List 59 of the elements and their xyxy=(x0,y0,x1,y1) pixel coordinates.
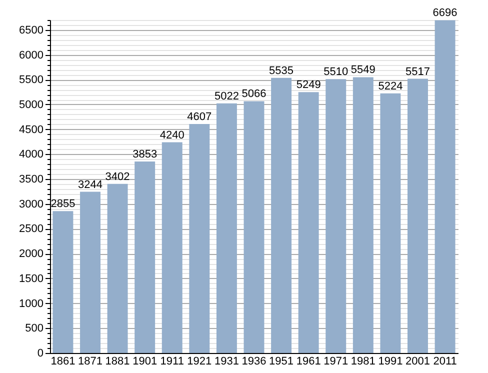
data-label: 3244 xyxy=(78,178,102,191)
x-tick-label: 2001 xyxy=(406,356,430,368)
bar xyxy=(408,78,428,353)
data-label: 5224 xyxy=(378,80,403,92)
bar xyxy=(352,77,374,353)
x-tick-label: 1951 xyxy=(269,356,294,368)
data-label: 6696 xyxy=(432,7,458,20)
x-tick-label: 1921 xyxy=(187,356,212,368)
x-tick-label: 2011 xyxy=(433,356,457,368)
data-label: 4607 xyxy=(187,111,212,124)
y-tick-label: 2500 xyxy=(19,223,44,236)
y-tick-label: 5500 xyxy=(19,74,44,86)
data-label: 5535 xyxy=(269,64,294,77)
y-tick-label: 4500 xyxy=(19,124,44,136)
data-label: 5022 xyxy=(214,90,239,102)
y-tick-label: 1000 xyxy=(19,298,44,310)
bar xyxy=(216,103,237,353)
bar xyxy=(298,92,319,353)
y-tick-label: 1500 xyxy=(19,272,44,285)
x-tick-label: 1901 xyxy=(132,356,158,368)
y-tick-label: 3000 xyxy=(19,198,44,210)
x-tick-label: 1961 xyxy=(296,356,321,368)
bar xyxy=(52,211,74,353)
y-tick-label: 5000 xyxy=(19,98,44,111)
x-tick-label: 1936 xyxy=(242,356,266,368)
bar xyxy=(162,142,182,353)
data-label: 2855 xyxy=(50,198,76,210)
x-tick-label: 1931 xyxy=(214,356,239,368)
bar xyxy=(107,184,128,353)
y-tick-label: 3500 xyxy=(19,174,44,186)
x-tick-label: 1871 xyxy=(78,356,102,368)
bar xyxy=(244,101,264,353)
x-tick-label: 1861 xyxy=(50,356,76,368)
data-label: 3853 xyxy=(132,148,158,160)
data-label: 3402 xyxy=(105,170,130,183)
data-label: 5510 xyxy=(324,66,348,78)
y-tick-label: 6500 xyxy=(19,24,44,36)
bar xyxy=(80,192,100,353)
bar xyxy=(134,162,156,353)
data-label: 5517 xyxy=(406,66,430,78)
bar xyxy=(326,79,346,353)
bar xyxy=(271,78,292,353)
x-tick-label: 1881 xyxy=(105,356,130,368)
y-tick-label: 500 xyxy=(25,322,44,335)
data-label: 4240 xyxy=(160,129,184,142)
x-tick-label: 1991 xyxy=(378,356,403,368)
y-tick-label: 0 xyxy=(37,348,44,360)
y-tick-label: 2000 xyxy=(19,248,44,260)
x-tick-label: 1911 xyxy=(160,356,184,368)
y-tick-label: 6000 xyxy=(19,49,44,62)
y-tick-label: 4000 xyxy=(19,148,44,161)
x-tick-label: 1981 xyxy=(350,356,376,368)
data-label: 5549 xyxy=(350,64,376,76)
bar xyxy=(189,124,210,353)
bar xyxy=(380,93,401,353)
x-tick-label: 1971 xyxy=(324,356,348,368)
bar xyxy=(434,20,456,353)
data-label: 5249 xyxy=(296,79,321,92)
data-label: 5066 xyxy=(242,88,266,100)
